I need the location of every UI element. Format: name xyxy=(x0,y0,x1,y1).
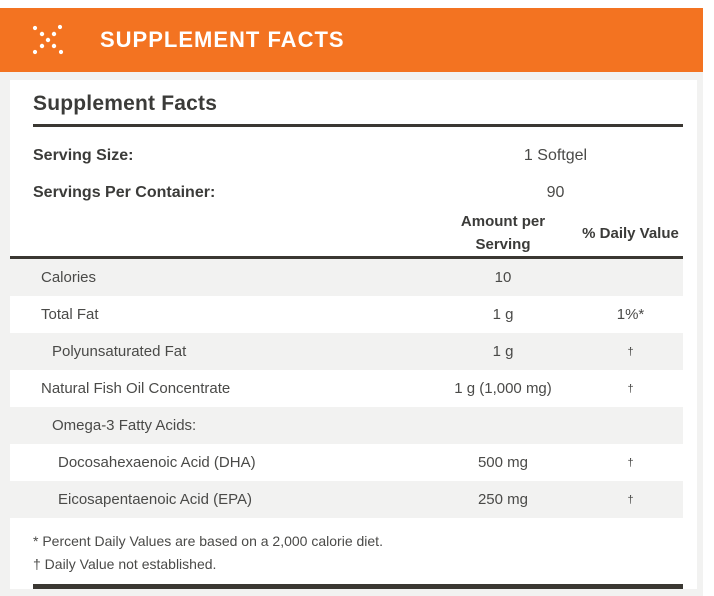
amount-per-serving-label: Amount per Serving xyxy=(460,213,546,253)
title-rule xyxy=(33,124,683,127)
nutrient-row: Eicosapentaenoic Acid (EPA) 250 mg † xyxy=(10,481,683,518)
nutrient-amount: 1 g xyxy=(492,306,514,323)
daily-value-column-header: % Daily Value xyxy=(582,225,679,242)
serving-info-row: Servings Per Container: 90 xyxy=(10,174,683,211)
footnotes: * Percent Daily Values are based on a 2,… xyxy=(33,531,683,574)
panel-title: Supplement Facts xyxy=(33,92,218,115)
supplement-facts-accordion-header[interactable]: SUPPLEMENT FACTS xyxy=(0,8,703,72)
nutrient-name: Eicosapentaenoic Acid (EPA) xyxy=(58,491,252,508)
serving-info-label: Serving Size: xyxy=(33,146,134,164)
nutrient-daily-value: † xyxy=(627,493,634,506)
serving-info-row: Serving Size: 1 Softgel xyxy=(10,137,683,174)
bottom-rule xyxy=(33,584,683,589)
footnote: † Daily Value not established. xyxy=(33,556,217,572)
nutrient-row: Natural Fish Oil Concentrate 1 g (1,000 … xyxy=(10,370,683,407)
nutrient-amount: 10 xyxy=(494,269,512,286)
nutrient-name: Natural Fish Oil Concentrate xyxy=(41,380,231,397)
accordion-header-title: SUPPLEMENT FACTS xyxy=(100,27,345,52)
nutrient-amount: 1 g xyxy=(492,343,514,360)
nutrient-row: Docosahexaenoic Acid (DHA) 500 mg † xyxy=(10,444,683,481)
nutrient-row: Polyunsaturated Fat 1 g † xyxy=(10,333,683,370)
nutrient-name: Calories xyxy=(41,269,97,286)
nutrient-table: Calories 10 Total Fat 1 g 1%* Polyunsatu… xyxy=(10,259,683,518)
nutrient-name: Omega-3 Fatty Acids: xyxy=(52,417,197,434)
nutrient-daily-value: † xyxy=(627,456,634,469)
nutrient-amount: 250 mg xyxy=(477,491,529,508)
nutrient-daily-value: 1%* xyxy=(616,306,645,323)
nutrient-amount: 1 g (1,000 mg) xyxy=(454,380,552,397)
dotted-x-icon xyxy=(30,24,66,56)
nutrient-daily-value: † xyxy=(627,345,634,358)
nutrient-row: Total Fat 1 g 1%* xyxy=(10,296,683,333)
footnote: * Percent Daily Values are based on a 2,… xyxy=(33,533,383,549)
nutrient-name: Total Fat xyxy=(41,306,99,323)
column-header-row: Amount per Serving % Daily Value xyxy=(10,211,683,259)
serving-info: Serving Size: 1 Softgel Servings Per Con… xyxy=(10,137,683,211)
supplement-facts-section: Supplement Facts Serving Size: 1 Softgel… xyxy=(0,72,703,596)
nutrient-name: Docosahexaenoic Acid (DHA) xyxy=(58,454,256,471)
nutrient-row: Omega-3 Fatty Acids: xyxy=(10,407,683,444)
amount-per-serving-column-header: Amount per Serving xyxy=(428,211,578,256)
serving-info-value: 90 xyxy=(546,183,565,201)
nutrient-amount: 500 mg xyxy=(477,454,529,471)
nutrient-name: Polyunsaturated Fat xyxy=(52,343,187,360)
supplement-facts-panel: Supplement Facts Serving Size: 1 Softgel… xyxy=(10,80,697,589)
serving-info-value: 1 Softgel xyxy=(523,146,588,164)
serving-info-label: Servings Per Container: xyxy=(33,183,216,201)
nutrient-daily-value: † xyxy=(627,382,634,395)
nutrient-row: Calories 10 xyxy=(10,259,683,296)
